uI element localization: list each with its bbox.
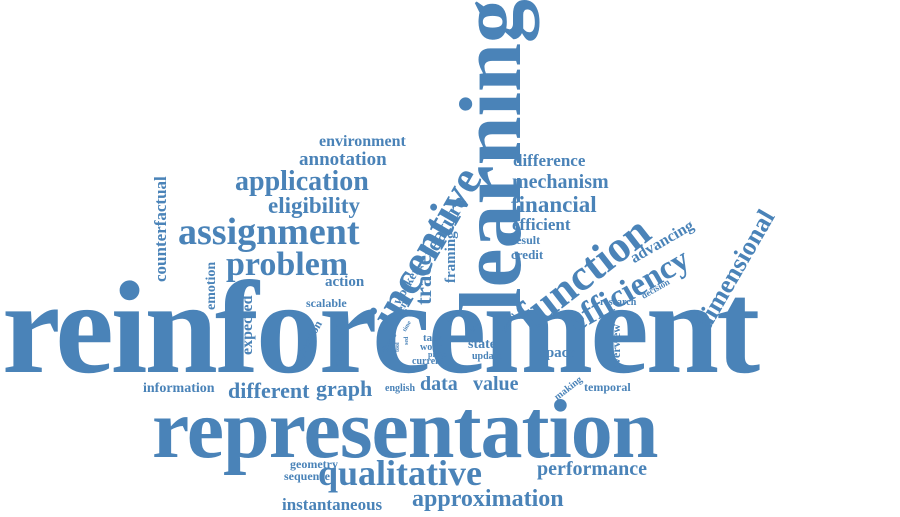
word-research: research	[600, 297, 637, 308]
word-qualitative: qualitative	[318, 453, 483, 493]
word-english: english	[385, 383, 416, 394]
word-application: application	[235, 166, 369, 197]
word-update: update	[472, 351, 502, 362]
word-action: action	[325, 274, 365, 290]
word-instantaneous: instantaneous	[282, 495, 383, 514]
word-space: space	[540, 345, 575, 361]
word-approximation: approximation	[412, 486, 564, 512]
word-data: data	[420, 373, 458, 395]
word-problem: problem	[226, 246, 349, 283]
word-work: work	[420, 342, 443, 353]
word-representation: representation	[152, 383, 659, 476]
word-overview: overview	[609, 324, 623, 370]
word-efficient: efficient	[512, 215, 571, 234]
word-financial: financial	[511, 192, 597, 217]
word-temporal: temporal	[584, 380, 631, 394]
word-mechanism: mechanism	[512, 171, 609, 193]
word-graph: graph	[316, 376, 373, 401]
word-performance: performance	[537, 458, 647, 480]
word-different: different	[228, 378, 310, 403]
word-emotion: emotion	[204, 261, 219, 310]
word-sed: sed	[404, 336, 410, 345]
word-counterfactual: counterfactual	[151, 176, 170, 282]
word-proto: proto	[428, 350, 447, 359]
word-value: value	[473, 373, 519, 395]
word-reinforcement: reinforcement	[2, 254, 760, 401]
word-tool: tool	[395, 342, 401, 352]
word-annotation: annotation	[299, 149, 387, 170]
word-framing: framing	[443, 231, 459, 283]
word-assignment: assignment	[178, 211, 360, 253]
word-sequence: sequence	[284, 469, 330, 483]
word-environment: environment	[319, 133, 406, 150]
word-eligibility: eligibility	[268, 193, 360, 218]
word-current: current	[412, 356, 445, 367]
word-scalable: scalable	[306, 296, 347, 310]
word-method: method	[331, 321, 347, 370]
word-result: result	[511, 233, 541, 247]
word-task: task	[423, 332, 443, 344]
word-expected: expected	[239, 295, 256, 355]
word-state: state	[468, 337, 496, 352]
word-difference: difference	[513, 151, 586, 170]
word-information: information	[143, 381, 215, 396]
word-credit: credit	[511, 247, 544, 262]
word-geometry: geometry	[290, 457, 338, 471]
